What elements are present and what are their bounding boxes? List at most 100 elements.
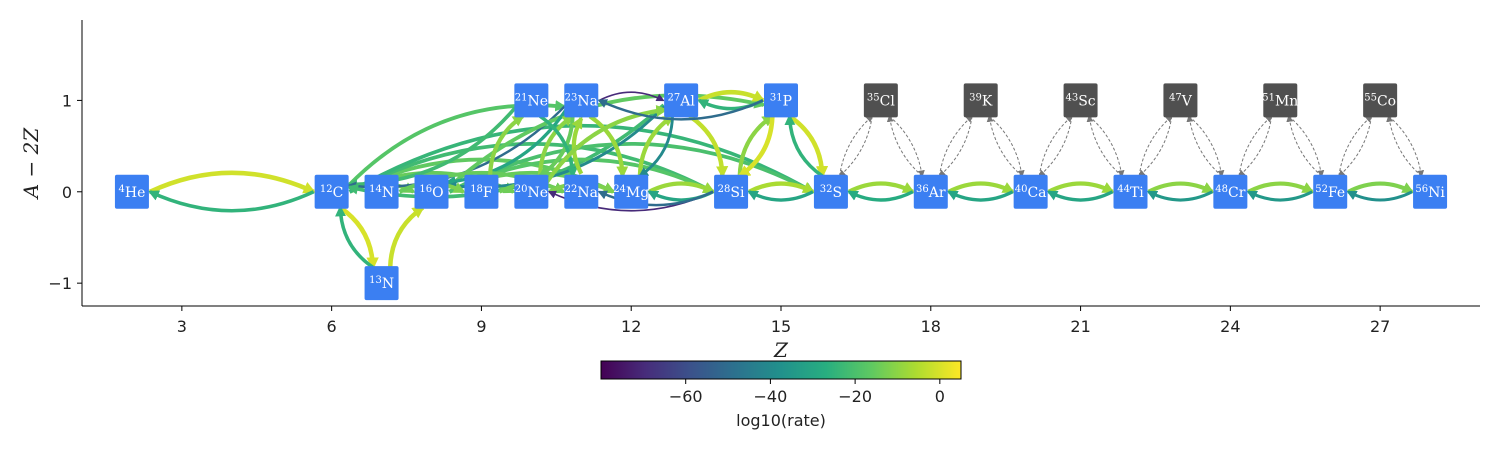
inactive-rate-edge <box>1038 116 1073 177</box>
nucleus-label: 18F <box>470 184 493 201</box>
element-symbol: S <box>832 185 842 201</box>
nucleus-label: 48Cr <box>1215 184 1245 201</box>
y-tick-label: 1 <box>62 91 72 110</box>
inactive-rate-edge <box>1337 116 1373 177</box>
colorbar-label: log10(rate) <box>736 411 826 430</box>
element-symbol: Mn <box>1275 93 1298 109</box>
element-symbol: F <box>483 185 493 201</box>
mass-number: 23 <box>565 92 578 103</box>
inactive-rate-edge <box>1288 115 1325 178</box>
mass-number: 35 <box>867 92 880 103</box>
inactive-rate-edge <box>1238 115 1273 177</box>
inactive-rate-edge <box>986 114 1023 177</box>
nucleus-node-ca40: 40Ca <box>1013 174 1048 209</box>
rate-edge <box>747 190 814 202</box>
nucleus-label: 14N <box>369 184 394 201</box>
mass-number: 36 <box>916 184 929 195</box>
element-symbol: Fe <box>1328 185 1345 201</box>
nucleus-label: 56Ni <box>1415 184 1445 201</box>
inactive-rate-edge <box>1138 115 1173 177</box>
nucleus-box <box>314 174 349 209</box>
nucleus-node-he4: 4He <box>114 174 149 209</box>
inactive-rate-edge <box>886 114 923 177</box>
nucleus-label: 28Si <box>718 184 745 201</box>
rate-edge <box>748 181 816 194</box>
mass-number: 13 <box>369 275 382 286</box>
nucleus-node-ne20: 20Ne <box>514 174 549 209</box>
nucleus-box <box>1313 174 1348 209</box>
inactive-rate-edge <box>1038 115 1073 177</box>
rate-edge <box>1146 190 1214 202</box>
nucleus-box <box>813 174 848 209</box>
rate-edge <box>638 116 674 178</box>
rate-edge <box>946 190 1014 202</box>
mass-number: 52 <box>1315 184 1328 195</box>
inactive-rate-edge <box>1338 115 1373 177</box>
y-tick-label: −1 <box>48 274 72 293</box>
inactive-rate-edge <box>1388 115 1425 178</box>
rate-edge <box>487 114 525 177</box>
rate-edge <box>598 91 665 102</box>
nucleus-label: 24Mg <box>613 184 649 201</box>
x-axis-title: Z <box>773 338 789 362</box>
nucleus-node-s32: 32S <box>813 174 848 209</box>
nucleus-box <box>364 266 399 301</box>
mass-number: 18 <box>470 184 483 195</box>
nucleus-label: 52Fe <box>1315 184 1345 201</box>
nucleus-box <box>414 174 449 209</box>
nucleus-label: 44Ti <box>1117 184 1144 201</box>
colorbar-gradient <box>600 360 962 380</box>
rate-edge <box>1346 190 1413 202</box>
nucleus-box <box>1113 174 1148 209</box>
inactive-rate-edge <box>1386 114 1422 177</box>
mass-number: 14 <box>369 184 382 195</box>
rate-edge <box>698 90 766 103</box>
nucleus-node-n13: 13N <box>364 266 399 301</box>
rate-edge <box>688 114 729 179</box>
rate-edge <box>1347 181 1415 194</box>
nucleus-box <box>1363 83 1398 118</box>
nucleus-label: 55Co <box>1364 92 1396 109</box>
nucleus-node-mn51: 51Mn <box>1262 83 1298 118</box>
inactive-rate-edge <box>938 116 973 177</box>
element-symbol: Ti <box>1130 185 1144 201</box>
rate-edge <box>947 181 1015 194</box>
rate-edge <box>348 142 716 194</box>
inactive-rate-edge <box>1088 115 1125 178</box>
nucleus-box <box>1213 174 1248 209</box>
rate-edge <box>1046 190 1114 202</box>
x-tick-label: 15 <box>771 317 791 336</box>
rate-edge <box>1246 190 1313 202</box>
nucleus-label: 43Sc <box>1065 92 1095 109</box>
mass-number: 28 <box>718 184 731 195</box>
rate-edge <box>597 99 764 121</box>
mass-number: 21 <box>515 92 528 103</box>
mass-number: 39 <box>969 92 982 103</box>
nucleus-node-cr48: 48Cr <box>1213 174 1248 209</box>
element-symbol: K <box>982 93 993 109</box>
nucleus-box <box>863 83 898 118</box>
mass-number: 43 <box>1065 92 1078 103</box>
inactive-rate-edge <box>838 116 873 177</box>
rate-edge <box>847 190 914 202</box>
nucleus-label: 39K <box>969 92 993 109</box>
mass-number: 48 <box>1215 184 1228 195</box>
nucleus-box <box>764 83 798 118</box>
nucleus-box <box>364 174 399 209</box>
nucleus-box <box>514 83 549 118</box>
rate-edge <box>387 205 425 268</box>
nucleus-label: 27Al <box>667 92 695 109</box>
inactive-rate-edge <box>839 115 874 177</box>
mass-number: 40 <box>1015 184 1028 195</box>
mass-number: 47 <box>1169 92 1182 103</box>
inactive-rate-edge <box>938 115 974 177</box>
nucleus-node-f18: 18F <box>464 174 499 209</box>
mass-number: 51 <box>1262 92 1275 103</box>
rate-edge <box>1147 181 1215 194</box>
nucleus-node-si28: 28Si <box>714 174 749 209</box>
element-symbol: Ar <box>928 185 946 201</box>
element-symbol: Cl <box>880 93 896 109</box>
nucleus-node-ni56: 56Ni <box>1413 174 1448 209</box>
